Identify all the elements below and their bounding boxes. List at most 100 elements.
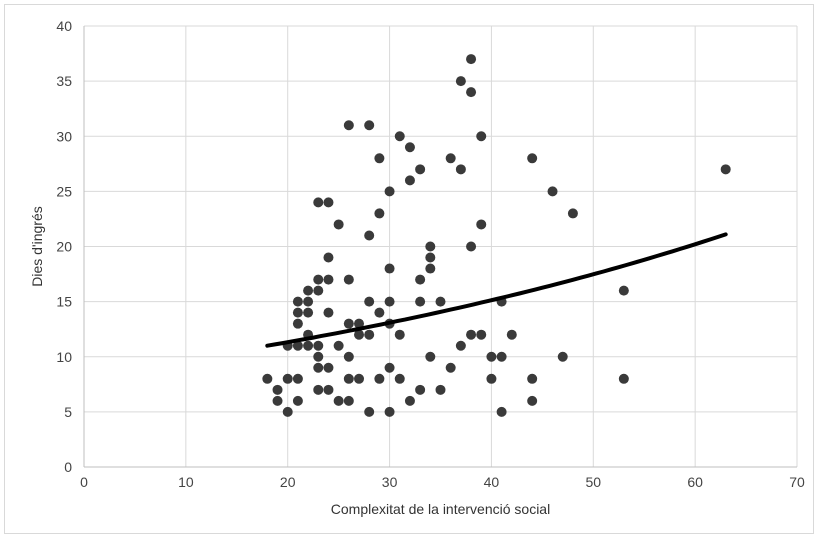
data-point (343, 351, 354, 362)
data-point (394, 373, 405, 384)
data-point (343, 274, 354, 285)
data-point (364, 406, 375, 417)
data-point (425, 252, 436, 263)
data-point (333, 219, 344, 230)
data-point (466, 241, 477, 252)
data-point (354, 329, 365, 340)
data-point (313, 340, 324, 351)
data-point (303, 340, 314, 351)
data-point (364, 329, 375, 340)
data-point (394, 329, 405, 340)
data-point (466, 87, 477, 98)
data-point (415, 384, 426, 395)
data-point (404, 395, 415, 406)
data-point (323, 274, 334, 285)
data-points (262, 54, 731, 417)
y-tick-labels: 0 5 10 15 20 25 30 35 40 (56, 18, 72, 475)
data-point (486, 351, 497, 362)
data-point (404, 175, 415, 186)
data-point (404, 142, 415, 153)
data-point (476, 131, 487, 142)
data-point (323, 197, 334, 208)
data-point (425, 351, 436, 362)
data-point (496, 351, 507, 362)
data-point (292, 395, 303, 406)
data-point (435, 296, 446, 307)
data-point (343, 395, 354, 406)
x-tick-label: 40 (484, 474, 500, 490)
data-point (527, 395, 538, 406)
data-point (394, 131, 405, 142)
chart-frame (4, 4, 814, 534)
x-tick-label: 30 (382, 474, 398, 490)
data-point (262, 373, 273, 384)
data-point (323, 384, 334, 395)
y-tick-label: 15 (56, 294, 72, 310)
data-point (303, 296, 314, 307)
gridlines (84, 25, 798, 467)
data-point (343, 373, 354, 384)
data-point (333, 395, 344, 406)
data-point (374, 373, 385, 384)
data-point (303, 285, 314, 296)
data-point (272, 384, 283, 395)
data-point (364, 230, 375, 241)
x-tick-labels: 0 10 20 30 40 50 60 70 (80, 474, 805, 490)
data-point (384, 362, 395, 373)
data-point (313, 351, 324, 362)
data-point (506, 329, 517, 340)
data-point (425, 241, 436, 252)
data-point (496, 406, 507, 417)
data-point (313, 197, 324, 208)
data-point (720, 164, 731, 175)
y-tick-label: 30 (56, 128, 72, 144)
data-point (323, 307, 334, 318)
data-point (313, 384, 324, 395)
data-point (354, 318, 365, 329)
data-point (567, 208, 578, 219)
y-tick-label: 0 (64, 459, 72, 475)
data-point (557, 351, 568, 362)
data-point (415, 296, 426, 307)
data-point (618, 373, 629, 384)
data-point (292, 340, 303, 351)
data-point (547, 186, 558, 197)
data-point (364, 120, 375, 131)
data-point (333, 340, 344, 351)
x-tick-label: 50 (585, 474, 601, 490)
y-tick-label: 5 (64, 404, 72, 420)
data-point (527, 373, 538, 384)
data-point (364, 296, 375, 307)
data-point (415, 274, 426, 285)
data-point (425, 263, 436, 274)
data-point (292, 373, 303, 384)
y-tick-label: 40 (56, 18, 72, 34)
data-point (282, 406, 293, 417)
x-tick-label: 10 (178, 474, 194, 490)
y-tick-label: 10 (56, 349, 72, 365)
data-point (354, 373, 365, 384)
data-point (466, 329, 477, 340)
data-point (374, 153, 385, 164)
data-point (486, 373, 497, 384)
y-tick-label: 20 (56, 239, 72, 255)
data-point (323, 252, 334, 263)
data-point (292, 307, 303, 318)
data-point (455, 76, 466, 87)
data-point (343, 318, 354, 329)
data-point (618, 285, 629, 296)
trendline (265, 232, 728, 348)
data-point (374, 208, 385, 219)
data-point (313, 285, 324, 296)
x-tick-label: 20 (280, 474, 296, 490)
data-point (476, 219, 487, 230)
data-point (343, 120, 354, 131)
data-point (466, 54, 477, 65)
data-point (384, 406, 395, 417)
y-tick-label: 35 (56, 73, 72, 89)
data-point (415, 164, 426, 175)
data-point (384, 296, 395, 307)
data-point (435, 384, 446, 395)
data-point (292, 318, 303, 329)
